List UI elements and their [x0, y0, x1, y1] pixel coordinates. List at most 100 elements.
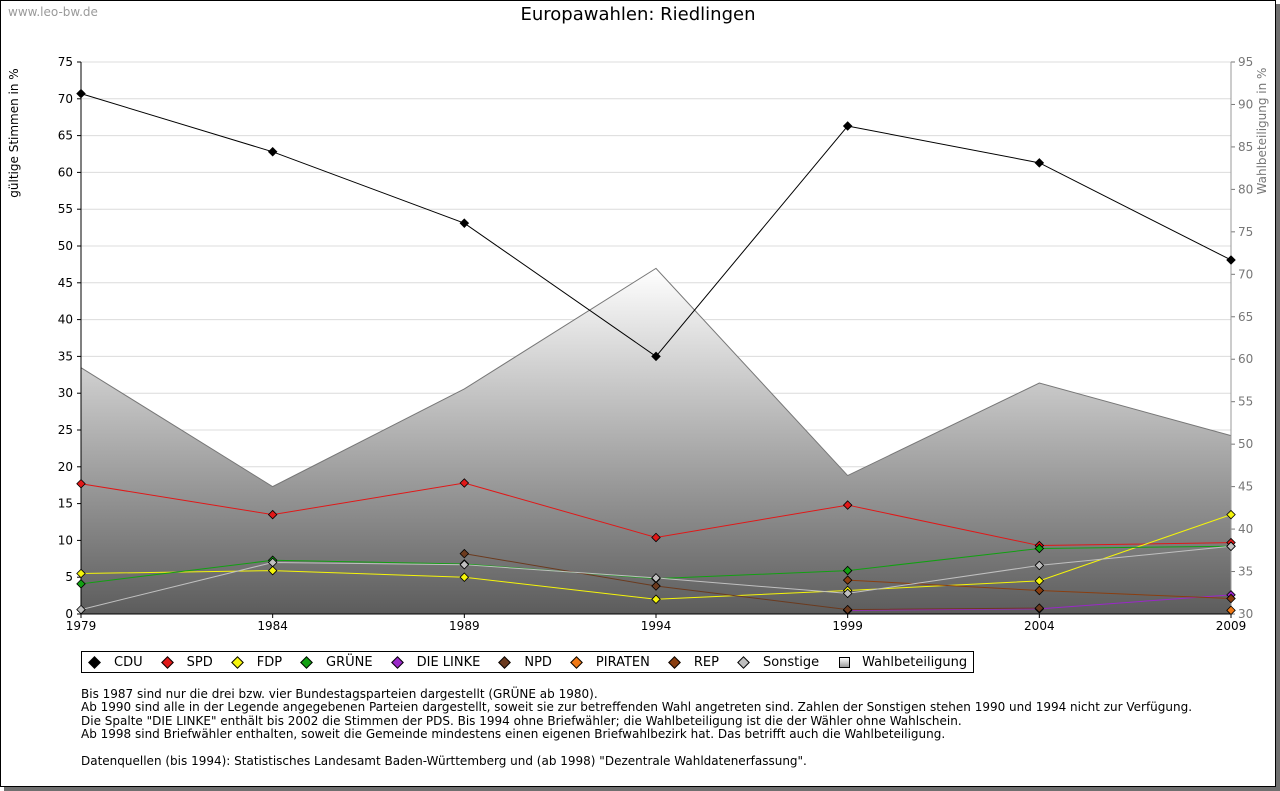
point-spd [842, 500, 853, 510]
legend: CDU SPD FDP GRÜNE DIE LINKE NPD PIRATEN REP Sons… [81, 651, 975, 673]
y2-tick-label: 35 [1238, 565, 1253, 579]
y-tick-label: 30 [58, 386, 73, 400]
point-gr-ne [76, 579, 86, 589]
point-cdu [651, 351, 661, 362]
point-cdu [267, 147, 278, 157]
y2-tick-label: 80 [1238, 182, 1253, 196]
legend-label: SPD [186, 654, 213, 670]
y2-tick-label: 55 [1238, 395, 1253, 409]
legend-item: PIRATEN [570, 654, 650, 670]
y-tick-label: 50 [58, 239, 73, 253]
point-rep [842, 575, 853, 585]
y-tick-label: 55 [58, 202, 73, 216]
legend-diamond-icon [230, 655, 244, 669]
point-fdp [76, 568, 86, 579]
point-cdu [1034, 158, 1045, 168]
y-tick-label: 5 [65, 570, 73, 584]
x-tick-label: 2009 [1216, 619, 1247, 633]
point-sonstige [76, 604, 86, 615]
y2-tick-label: 65 [1238, 310, 1253, 324]
point-cdu [459, 218, 470, 228]
legend-label: GRÜNE [326, 654, 373, 670]
note-line [81, 742, 1192, 755]
watermark: www.leo-bw.de [8, 5, 98, 19]
point-rep [1226, 593, 1236, 604]
y2-axis-label: Wahlbeteiligung in % [1255, 68, 1269, 195]
y-tick-label: 20 [58, 460, 73, 474]
note-line: Ab 1998 sind Briefwähler enthalten, sowe… [81, 727, 946, 742]
y-tick-label: 40 [58, 313, 73, 327]
legend-item: SPD [160, 654, 213, 670]
point-fdp [651, 594, 661, 605]
y2-tick-label: 90 [1238, 97, 1253, 111]
y-tick-label: 45 [58, 276, 73, 290]
point-fdp [267, 565, 278, 576]
legend-item: Sonstige [737, 655, 819, 670]
y-tick-label: 65 [58, 129, 73, 143]
legend-diamond-icon [737, 655, 750, 669]
y-tick-label: 60 [58, 165, 73, 179]
note-line: Bis 1987 sind nur die drei bzw. vier Bun… [81, 687, 598, 701]
legend-item: DIE LINKE [390, 655, 480, 670]
point-sonstige [1226, 541, 1236, 552]
legend-item: CDU [88, 654, 143, 670]
point-rep [1034, 585, 1045, 596]
y2-tick-label: 75 [1238, 225, 1253, 239]
legend-label: CDU [114, 654, 143, 670]
point-spd [651, 532, 661, 543]
point-piraten [1226, 605, 1236, 616]
y-tick-label: 75 [58, 55, 73, 69]
notes: Bis 1987 sind nur die drei bzw. vier Bun… [81, 687, 1193, 768]
y2-tick-label: 60 [1238, 352, 1253, 366]
legend-item: FDP [230, 655, 282, 670]
y2-tick-label: 85 [1238, 140, 1253, 154]
point-npd [459, 548, 470, 559]
x-tick-label: 2004 [1024, 619, 1055, 633]
y-tick-label: 35 [58, 349, 73, 363]
point-fdp [1034, 576, 1045, 586]
x-tick-label: 1984 [257, 619, 288, 633]
legend-diamond-icon [668, 655, 681, 669]
legend-diamond-icon [88, 655, 101, 669]
point-fdp [1226, 509, 1236, 520]
legend-diamond-icon [300, 655, 313, 669]
point-gr-ne [1034, 543, 1045, 554]
y-tick-label: 0 [65, 607, 73, 621]
chart-title: Europawahlen: Riedlingen [520, 4, 756, 25]
note-line: Ab 1990 sind alle in der Legende angegeb… [81, 700, 1193, 715]
note-line: Die Spalte "DIE LINKE" enthält bis 2002 … [81, 713, 962, 728]
y-axis-label: gültige Stimmen in % [7, 68, 21, 197]
series-line-npd [464, 553, 1040, 611]
point-sonstige [651, 573, 661, 583]
y2-tick-label: 40 [1238, 522, 1253, 536]
point-gr-ne [842, 565, 853, 576]
point-sonstige [267, 557, 278, 568]
point-npd [842, 604, 853, 615]
legend-label: PIRATEN [595, 654, 650, 670]
x-tick-label: 1989 [449, 619, 480, 633]
point-spd [76, 478, 86, 489]
x-tick-label: 1999 [832, 619, 863, 633]
x-tick-label: 1979 [66, 619, 97, 633]
point-spd [267, 509, 278, 520]
y2-tick-label: 45 [1238, 480, 1253, 494]
legend-square-icon [839, 656, 851, 668]
y2-tick-label: 50 [1238, 437, 1253, 451]
point-fdp [459, 572, 470, 582]
point-cdu [76, 88, 86, 99]
y-tick-label: 10 [58, 533, 73, 547]
point-cdu [842, 121, 853, 131]
point-cdu [1226, 255, 1236, 265]
point-sonstige [459, 559, 470, 570]
legend-item: GRÜNE [300, 654, 373, 670]
legend-label: Wahlbeteiligung [862, 654, 968, 670]
point-spd [459, 478, 470, 488]
point-sonstige [1034, 560, 1045, 571]
series-area-wahlbeteiligung [81, 268, 1231, 614]
legend-item: REP [668, 655, 719, 670]
y2-tick-label: 30 [1238, 607, 1253, 621]
point-npd [651, 581, 661, 591]
legend-item: Wahlbeteiligung [839, 655, 967, 670]
